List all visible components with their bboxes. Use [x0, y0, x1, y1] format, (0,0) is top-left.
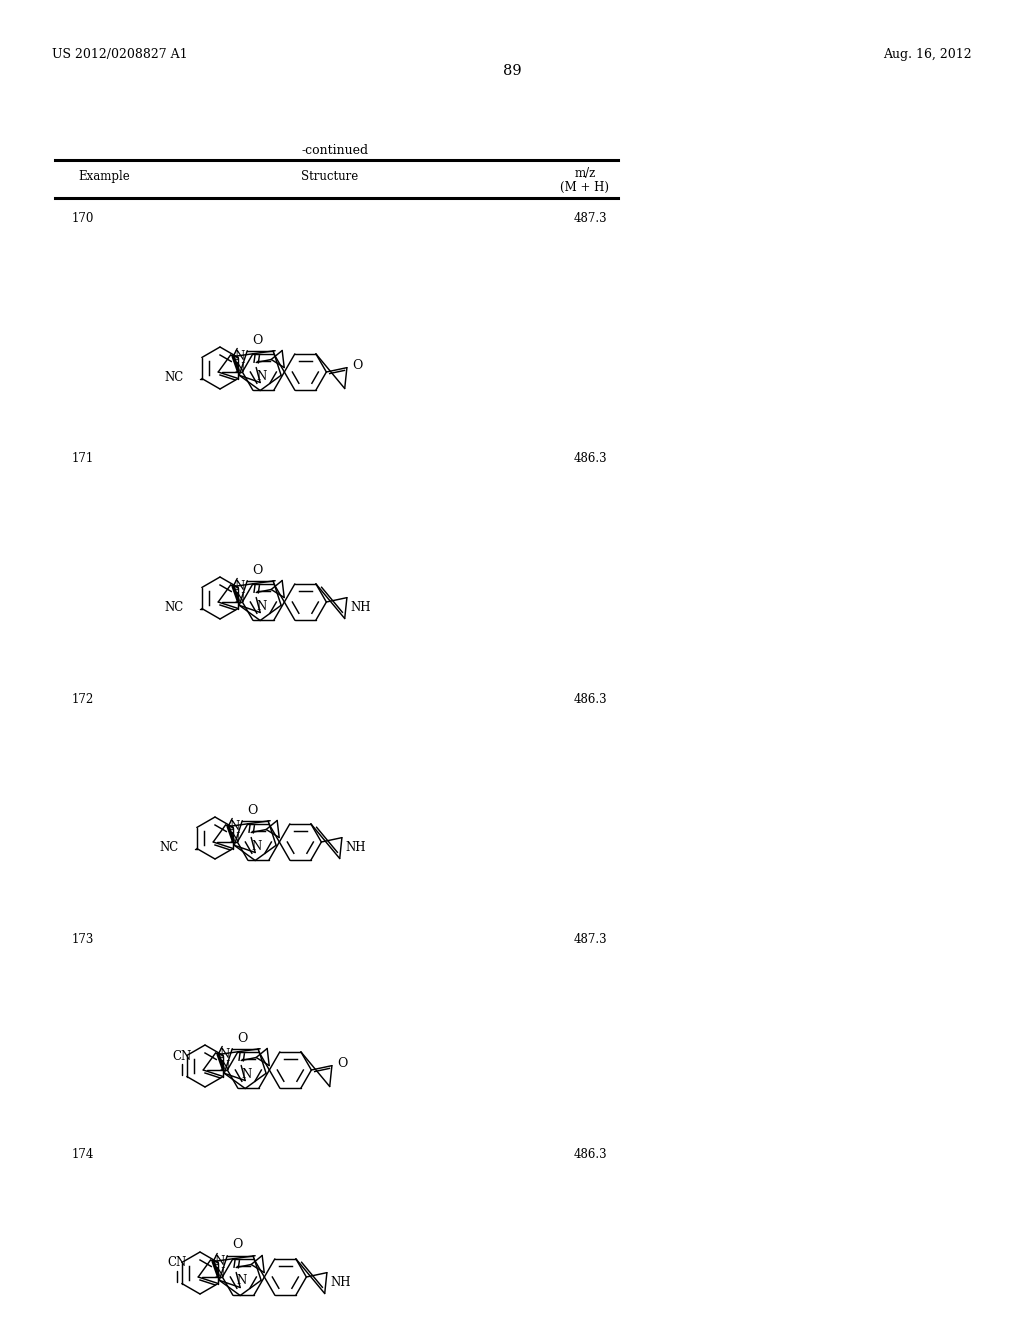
Text: N: N — [251, 840, 261, 853]
Text: 486.3: 486.3 — [573, 693, 607, 706]
Text: N: N — [229, 832, 240, 845]
Text: CN: CN — [172, 1049, 191, 1063]
Text: 487.3: 487.3 — [573, 933, 607, 946]
Text: N: N — [234, 591, 245, 605]
Text: Structure: Structure — [301, 170, 358, 183]
Text: 486.3: 486.3 — [573, 1148, 607, 1162]
Text: NC: NC — [160, 841, 179, 854]
Text: N: N — [215, 1254, 225, 1267]
Text: N: N — [234, 362, 245, 375]
Text: 173: 173 — [72, 933, 94, 946]
Text: O: O — [337, 1057, 347, 1071]
Text: N: N — [256, 370, 266, 383]
Text: 486.3: 486.3 — [573, 451, 607, 465]
Text: 172: 172 — [72, 693, 94, 706]
Text: N: N — [241, 1068, 251, 1081]
Text: O: O — [247, 804, 257, 817]
Text: -continued: -continued — [301, 144, 369, 157]
Text: O: O — [232, 1238, 243, 1251]
Text: N: N — [234, 350, 245, 363]
Text: NH: NH — [331, 1275, 351, 1288]
Text: O: O — [352, 359, 362, 372]
Text: N: N — [234, 579, 245, 593]
Text: 89: 89 — [503, 63, 521, 78]
Text: O: O — [252, 334, 262, 346]
Text: CN: CN — [167, 1257, 186, 1270]
Text: NH: NH — [346, 841, 367, 854]
Text: 170: 170 — [72, 213, 94, 224]
Text: N: N — [214, 1267, 224, 1280]
Text: N: N — [219, 1060, 229, 1073]
Text: NH: NH — [351, 601, 372, 614]
Text: m/z: m/z — [574, 168, 596, 180]
Text: N: N — [256, 599, 266, 612]
Text: (M + H): (M + H) — [560, 181, 609, 194]
Text: N: N — [219, 1048, 229, 1060]
Text: NC: NC — [165, 601, 184, 614]
Text: N: N — [229, 820, 240, 833]
Text: 487.3: 487.3 — [573, 213, 607, 224]
Text: US 2012/0208827 A1: US 2012/0208827 A1 — [52, 48, 187, 61]
Text: O: O — [237, 1031, 248, 1044]
Text: 171: 171 — [72, 451, 94, 465]
Text: Example: Example — [78, 170, 130, 183]
Text: Aug. 16, 2012: Aug. 16, 2012 — [884, 48, 972, 61]
Text: 174: 174 — [72, 1148, 94, 1162]
Text: O: O — [252, 564, 262, 577]
Text: NC: NC — [165, 371, 184, 384]
Text: N: N — [237, 1275, 247, 1287]
